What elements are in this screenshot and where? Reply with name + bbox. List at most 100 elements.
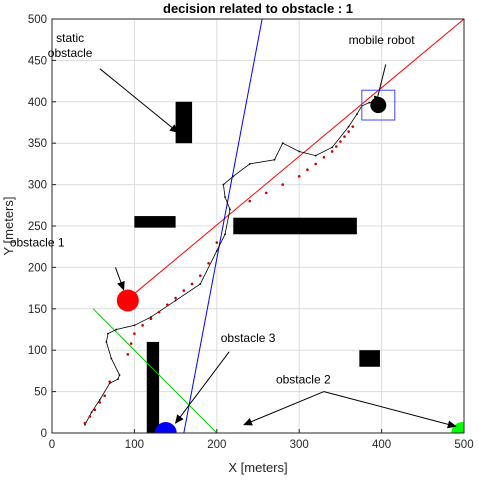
waypoint-dot xyxy=(98,401,102,404)
y-tick-label: 500 xyxy=(28,14,47,26)
static-obstacle xyxy=(146,341,160,433)
annotation-robot: mobile robot xyxy=(349,33,416,106)
path-point xyxy=(368,101,371,104)
path-point xyxy=(118,374,121,376)
waypoint-dot xyxy=(207,261,210,265)
grid xyxy=(51,18,465,434)
path-point xyxy=(199,283,202,285)
path-point xyxy=(232,175,235,178)
robot-box xyxy=(361,89,396,121)
annotation-arrow xyxy=(243,391,325,426)
y-tick-label: 0 xyxy=(41,428,47,440)
path-point xyxy=(248,163,251,165)
path-point xyxy=(224,233,226,236)
y-tick-label: 100 xyxy=(28,345,47,357)
path-point xyxy=(110,357,113,360)
waypoint-dot xyxy=(126,353,130,356)
path-point xyxy=(222,183,225,186)
annotation-arrow xyxy=(114,267,125,291)
y-tick-label: 350 xyxy=(28,138,47,150)
annotation-obs3: obstacle 3 xyxy=(174,331,276,424)
x-tick-label: 100 xyxy=(125,439,144,451)
annotation-arrow xyxy=(323,391,457,429)
waypoint-dot xyxy=(215,241,219,244)
y-tick-label: 400 xyxy=(28,97,47,109)
waypoint-dot xyxy=(108,380,111,383)
path-point xyxy=(298,150,301,153)
annotation-arrow xyxy=(99,68,179,134)
y-tick-label: 450 xyxy=(28,55,47,67)
static-obstacle xyxy=(233,217,357,235)
annotation-obs2: obstacle 2 xyxy=(243,372,457,429)
path-point xyxy=(98,398,101,401)
y-axis-label: Y [meters] xyxy=(1,196,16,255)
path-point xyxy=(115,328,118,331)
waypoint-dot xyxy=(297,175,301,178)
waypoint-dot xyxy=(314,162,317,166)
annotation-text: mobile robot xyxy=(349,33,416,47)
y-tick-label: 300 xyxy=(28,180,47,192)
y-tick-label: 200 xyxy=(28,262,47,274)
annotation-text: obstacle 1 xyxy=(10,236,65,250)
obstacle-3-circle xyxy=(154,422,177,433)
y-tick-label: 250 xyxy=(28,221,47,233)
green-line-segment xyxy=(92,308,218,433)
waypoint-dot xyxy=(149,317,153,321)
obstacle-1-circle xyxy=(116,289,139,312)
annotation-arrow xyxy=(174,351,230,424)
path-point xyxy=(355,113,358,116)
obstacle-2-circle xyxy=(451,422,464,433)
path-point xyxy=(107,332,109,335)
path-point xyxy=(105,341,108,343)
static-obstacle xyxy=(175,101,193,144)
waypoint-dot xyxy=(93,408,97,412)
path-point xyxy=(224,196,226,198)
x-tick-label: 300 xyxy=(290,439,309,451)
path-point xyxy=(117,378,119,381)
x-axis-label: X [meters] xyxy=(228,460,287,475)
waypoint-dot xyxy=(248,199,252,203)
red-line xyxy=(125,19,464,301)
waypoint-dot xyxy=(157,310,161,314)
waypoint-dot xyxy=(306,168,309,171)
static-obstacle xyxy=(359,350,380,367)
path-point xyxy=(281,142,284,145)
waypoint-dot xyxy=(351,125,355,128)
path-point xyxy=(331,146,334,149)
x-tick-label: 200 xyxy=(207,439,226,451)
waypoint-dot xyxy=(334,145,338,148)
path-point xyxy=(347,125,350,128)
static-obstacle xyxy=(134,216,176,228)
waypoint-dot xyxy=(166,303,169,306)
waypoint-dot xyxy=(347,130,350,133)
waypoint-dot xyxy=(199,274,202,277)
annotation-text: obstacle 2 xyxy=(276,372,331,386)
x-tick-label: 400 xyxy=(372,439,391,451)
path-point xyxy=(133,324,136,327)
waypoint-dot xyxy=(174,296,177,300)
waypoint-dot xyxy=(103,394,107,398)
annotation-text: obstacle 3 xyxy=(221,331,276,345)
waypoint-dot xyxy=(133,332,136,335)
path-point xyxy=(174,299,177,302)
waypoint-dot xyxy=(129,342,133,345)
waypoint-dot xyxy=(190,282,194,286)
chart-title: decision related to obstacle : 1 xyxy=(163,1,353,16)
blue-line xyxy=(183,19,263,433)
annotation-obs1: obstacle 1 xyxy=(10,236,125,291)
path-point xyxy=(229,208,231,211)
waypoint-dot xyxy=(141,324,144,327)
annotation-text: obstacle xyxy=(48,46,93,60)
waypoint-dot xyxy=(339,140,342,143)
path-point xyxy=(90,411,93,414)
waypoint-dot xyxy=(83,421,87,425)
path-point xyxy=(273,158,276,161)
annotation-text: static xyxy=(56,31,84,45)
waypoint-dot xyxy=(281,183,285,186)
axis-ticks: 0 100 200 300 400 500 0 50 100 150 200 250 300 350 400… xyxy=(28,14,474,451)
waypoint-dot xyxy=(182,289,186,292)
path-point xyxy=(215,249,218,252)
waypoint-dot xyxy=(330,150,334,153)
